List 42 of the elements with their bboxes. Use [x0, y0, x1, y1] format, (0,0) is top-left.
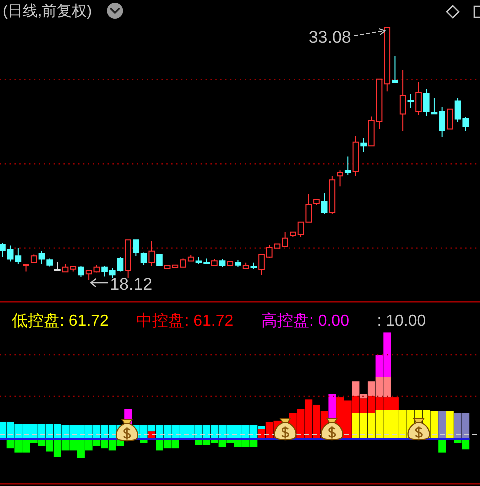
- candlestick: [227, 261, 234, 267]
- candlestick: [23, 264, 30, 272]
- candlestick: [148, 240, 156, 267]
- candlestick: [314, 198, 320, 206]
- candlestick: [133, 240, 140, 257]
- candlestick: [164, 264, 171, 270]
- candlestick: [219, 258, 226, 268]
- candlestick: [15, 248, 22, 265]
- candlestick: [54, 261, 61, 272]
- candlestick: [125, 240, 132, 279]
- candlestick: [352, 135, 360, 177]
- chart-title: (日线,前复权): [3, 3, 92, 20]
- candlestick: [321, 192, 328, 214]
- candlestick: [86, 270, 92, 280]
- candlestick: [250, 262, 258, 270]
- candlestick: [337, 170, 344, 188]
- candlestick: [408, 94, 414, 109]
- candlestick: [400, 69, 406, 132]
- text: 低控盘: 61.72: [12, 313, 110, 330]
- candlestick: [78, 266, 84, 278]
- candlestick: [30, 254, 38, 264]
- text: 中控盘: 61.72: [136, 312, 234, 330]
- candlestick: [329, 176, 336, 214]
- bar: [438, 411, 446, 439]
- candlestick: [360, 138, 367, 153]
- candlestick: [156, 254, 163, 267]
- annotation: 18.12: [110, 275, 153, 294]
- candlestick: [94, 264, 100, 274]
- candlestick: [212, 258, 218, 267]
- candlestick: [423, 88, 430, 117]
- candlestick: [344, 156, 352, 176]
- bar: [446, 411, 454, 439]
- candlestick: [140, 252, 148, 266]
- candlestick: [392, 55, 398, 84]
- candlestick: [416, 82, 422, 116]
- bar: [438, 439, 446, 453]
- annotation: 33.08: [308, 28, 352, 47]
- text: 高控盘: 0.00: [261, 312, 350, 330]
- text: : 10.00: [377, 313, 426, 330]
- candlestick: [235, 260, 242, 268]
- candlestick: [242, 262, 250, 270]
- candlestick: [447, 108, 454, 130]
